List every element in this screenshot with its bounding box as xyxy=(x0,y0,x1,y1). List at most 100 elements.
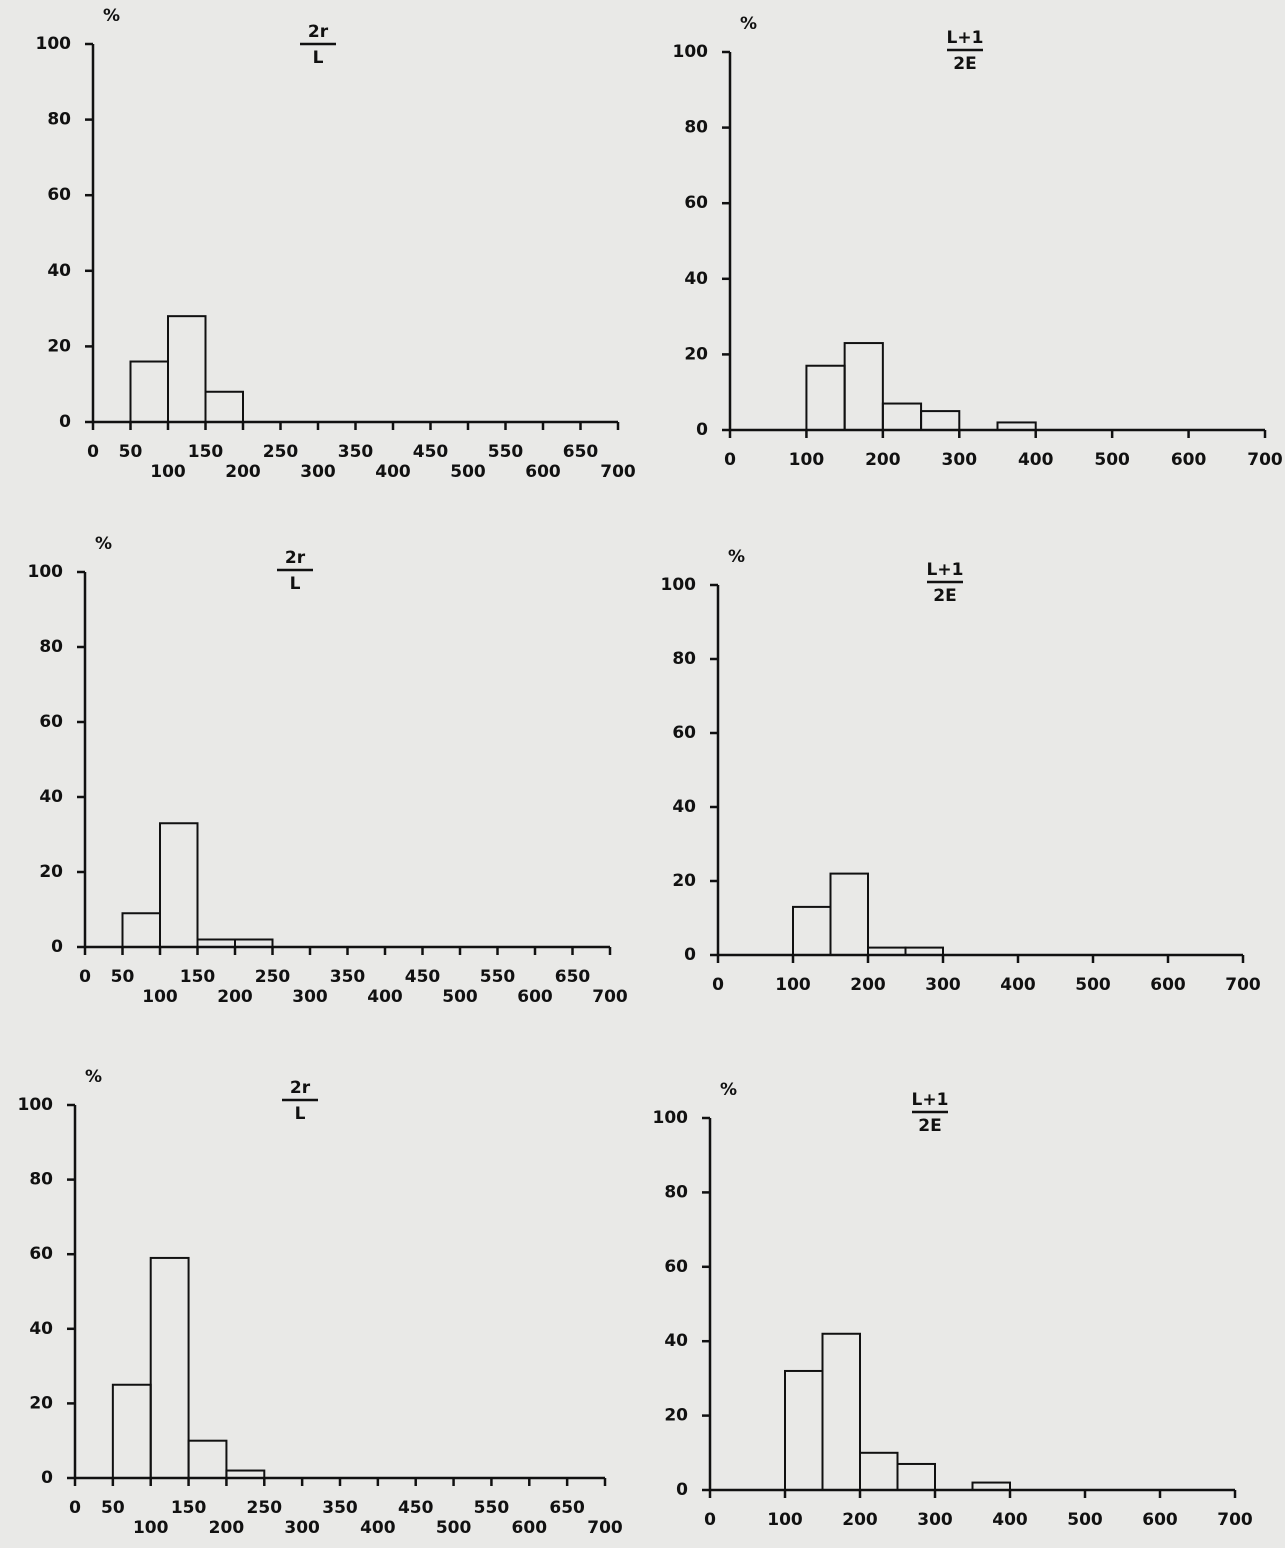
x-tick-label: 200 xyxy=(865,450,901,470)
y-tick-label: 0 xyxy=(51,937,63,957)
bar xyxy=(123,913,161,947)
y-unit-label: % xyxy=(728,547,745,567)
x-tick-label: 600 xyxy=(525,462,561,482)
x-tick-label: 300 xyxy=(917,1510,953,1530)
x-tick-label: 100 xyxy=(142,987,178,1007)
x-tick-label: 100 xyxy=(775,975,811,995)
title-denominator: L xyxy=(295,1104,306,1124)
x-tick-label: 650 xyxy=(563,442,599,462)
bar xyxy=(883,404,921,430)
x-tick-label: 400 xyxy=(1018,450,1054,470)
y-tick-label: 20 xyxy=(684,344,708,364)
x-tick-label: 400 xyxy=(367,987,403,1007)
x-tick-label: 50 xyxy=(111,967,135,987)
y-tick-label: 0 xyxy=(59,412,71,432)
title-numerator: L+1 xyxy=(912,1090,949,1110)
x-tick-label: 650 xyxy=(555,967,591,987)
x-tick-label: 700 xyxy=(587,1518,623,1538)
y-tick-label: 100 xyxy=(18,1095,54,1115)
x-tick-label: 50 xyxy=(101,1498,125,1518)
y-tick-label: 40 xyxy=(29,1319,53,1339)
x-tick-label: 0 xyxy=(724,450,736,470)
x-tick-label: 450 xyxy=(398,1498,434,1518)
x-tick-label: 450 xyxy=(405,967,441,987)
title-numerator: 2r xyxy=(308,22,329,42)
y-tick-label: 60 xyxy=(29,1244,53,1264)
x-tick-label: 300 xyxy=(300,462,336,482)
y-tick-label: 0 xyxy=(684,945,696,965)
x-tick-label: 0 xyxy=(712,975,724,995)
x-tick-label: 700 xyxy=(592,987,628,1007)
x-tick-label: 500 xyxy=(1067,1510,1103,1530)
x-tick-label: 700 xyxy=(1247,450,1283,470)
bar xyxy=(785,1371,823,1490)
x-tick-label: 100 xyxy=(789,450,825,470)
bar xyxy=(845,343,883,430)
x-tick-label: 0 xyxy=(87,442,99,462)
title-denominator: L xyxy=(290,574,301,594)
x-tick-label: 100 xyxy=(767,1510,803,1530)
y-tick-label: 20 xyxy=(672,871,696,891)
x-tick-label: 500 xyxy=(436,1518,472,1538)
x-tick-label: 150 xyxy=(188,442,224,462)
x-tick-label: 300 xyxy=(925,975,961,995)
title-denominator: 2E xyxy=(918,1116,941,1136)
y-tick-label: 40 xyxy=(664,1331,688,1351)
bar xyxy=(823,1334,861,1490)
y-tick-label: 100 xyxy=(36,34,72,54)
bar xyxy=(831,874,869,955)
x-tick-label: 650 xyxy=(549,1498,585,1518)
x-tick-label: 400 xyxy=(1000,975,1036,995)
x-tick-label: 400 xyxy=(992,1510,1028,1530)
y-tick-label: 20 xyxy=(664,1406,688,1426)
x-tick-label: 450 xyxy=(413,442,449,462)
y-tick-label: 40 xyxy=(39,787,63,807)
y-tick-label: 40 xyxy=(684,269,708,289)
x-tick-label: 250 xyxy=(255,967,291,987)
y-tick-label: 40 xyxy=(672,797,696,817)
bar xyxy=(131,362,169,422)
x-tick-label: 600 xyxy=(517,987,553,1007)
x-tick-label: 550 xyxy=(474,1498,510,1518)
x-tick-label: 300 xyxy=(292,987,328,1007)
title-numerator: 2r xyxy=(285,548,306,568)
page: 0204060801000501001502002503003504004505… xyxy=(0,0,1285,1548)
x-tick-label: 600 xyxy=(1142,1510,1178,1530)
x-tick-label: 150 xyxy=(180,967,216,987)
x-tick-label: 350 xyxy=(322,1498,358,1518)
title-denominator: 2E xyxy=(933,586,956,606)
y-tick-label: 100 xyxy=(661,575,697,595)
y-tick-label: 80 xyxy=(29,1170,53,1190)
y-tick-label: 60 xyxy=(47,185,71,205)
x-tick-label: 700 xyxy=(1217,1510,1253,1530)
x-tick-label: 0 xyxy=(704,1510,716,1530)
title-denominator: L xyxy=(313,48,324,68)
x-tick-label: 350 xyxy=(338,442,374,462)
y-tick-label: 100 xyxy=(673,42,709,62)
x-tick-label: 200 xyxy=(850,975,886,995)
x-tick-label: 150 xyxy=(171,1498,207,1518)
title-numerator: L+1 xyxy=(947,28,984,48)
x-tick-label: 500 xyxy=(1075,975,1111,995)
x-tick-label: 350 xyxy=(330,967,366,987)
y-unit-label: % xyxy=(85,1067,102,1087)
bar xyxy=(898,1464,936,1490)
x-tick-label: 100 xyxy=(150,462,186,482)
bar xyxy=(189,1441,227,1478)
x-tick-label: 500 xyxy=(442,987,478,1007)
y-tick-label: 0 xyxy=(41,1468,53,1488)
x-tick-label: 100 xyxy=(133,1518,169,1538)
x-tick-label: 700 xyxy=(600,462,636,482)
bar xyxy=(921,411,959,430)
x-tick-label: 400 xyxy=(375,462,411,482)
x-tick-label: 250 xyxy=(263,442,299,462)
x-tick-label: 0 xyxy=(79,967,91,987)
y-tick-label: 80 xyxy=(39,637,63,657)
y-tick-label: 80 xyxy=(47,110,71,130)
y-tick-label: 80 xyxy=(684,118,708,138)
x-tick-label: 600 xyxy=(1171,450,1207,470)
y-tick-label: 40 xyxy=(47,261,71,281)
bar xyxy=(793,907,831,955)
y-unit-label: % xyxy=(720,1080,737,1100)
x-tick-label: 0 xyxy=(69,1498,81,1518)
